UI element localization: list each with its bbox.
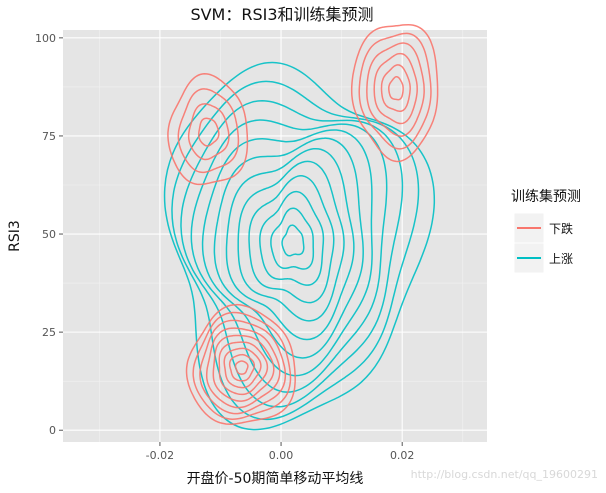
contour-下跌-peak-top-left bbox=[167, 72, 249, 186]
legend-label: 下跌 bbox=[549, 221, 573, 236]
contour-下跌-peak-top-right bbox=[366, 42, 425, 137]
y-tick-label: 50 bbox=[42, 228, 56, 241]
contour-下跌-peak-top-left bbox=[187, 103, 230, 161]
x-tick-label: -0.02 bbox=[146, 449, 174, 462]
contour-下跌-peak-low bbox=[205, 327, 281, 409]
contour-上涨-body bbox=[237, 160, 345, 322]
y-axis-ticks: 0 25 50 75 100 bbox=[35, 32, 63, 437]
plot-panel bbox=[63, 30, 487, 442]
contour-下跌-peak-low bbox=[223, 347, 262, 389]
contour-下跌-peak-low bbox=[212, 334, 275, 402]
contour-上涨-body bbox=[213, 137, 364, 359]
x-tick-label: 0.00 bbox=[269, 449, 294, 462]
chart-title: SVM：RSI3和训练集预测 bbox=[190, 5, 373, 24]
y-axis-title: RSI3 bbox=[7, 220, 23, 252]
contour-下跌-peak-low bbox=[192, 311, 292, 420]
contour-下跌-peak-low bbox=[218, 341, 269, 396]
contour-下跌-peak-top-right bbox=[380, 64, 411, 113]
legend-title: 训练集预测 bbox=[511, 188, 581, 205]
contour-上涨-body bbox=[248, 175, 335, 304]
x-axis-ticks: -0.02 0.00 0.02 bbox=[146, 442, 415, 462]
contour-上涨-body bbox=[225, 147, 355, 341]
contour-下跌-peak-low bbox=[185, 303, 296, 425]
contour-下跌-peak-top-right bbox=[350, 23, 439, 163]
grid-minor bbox=[63, 30, 487, 442]
legend-label: 上涨 bbox=[549, 251, 573, 266]
x-tick-label: 0.02 bbox=[390, 449, 415, 462]
contour-上涨-body bbox=[180, 99, 404, 408]
contour-上涨-body bbox=[281, 224, 305, 257]
watermark: http://blog.csdn.net/qq_19600291 bbox=[411, 468, 598, 481]
contour-上涨-body bbox=[201, 129, 373, 377]
contour-下跌-peak-top-right bbox=[358, 32, 432, 150]
contour-layer bbox=[163, 23, 439, 431]
y-tick-label: 0 bbox=[49, 424, 56, 437]
contour-上涨-body bbox=[270, 207, 315, 270]
contour-上涨-body bbox=[163, 61, 436, 431]
y-tick-label: 100 bbox=[35, 32, 56, 45]
contour-下跌-peak-top-left bbox=[177, 88, 240, 174]
contour-下跌-peak-low bbox=[234, 360, 249, 375]
y-tick-label: 75 bbox=[42, 130, 56, 143]
contour-下跌-peak-low bbox=[199, 319, 287, 415]
contour-下跌-peak-top-left bbox=[197, 117, 220, 147]
contour-下跌-peak-top-right bbox=[388, 75, 404, 101]
contour-上涨-body bbox=[259, 190, 325, 286]
y-tick-label: 25 bbox=[42, 326, 56, 339]
contour-下跌-peak-low bbox=[228, 353, 256, 382]
contour-下跌-peak-top-right bbox=[373, 52, 418, 125]
contour-上涨-body bbox=[171, 80, 420, 421]
x-axis-title: 开盘价-50期简单移动平均线 bbox=[187, 470, 364, 487]
contour-上涨-body bbox=[190, 119, 388, 393]
